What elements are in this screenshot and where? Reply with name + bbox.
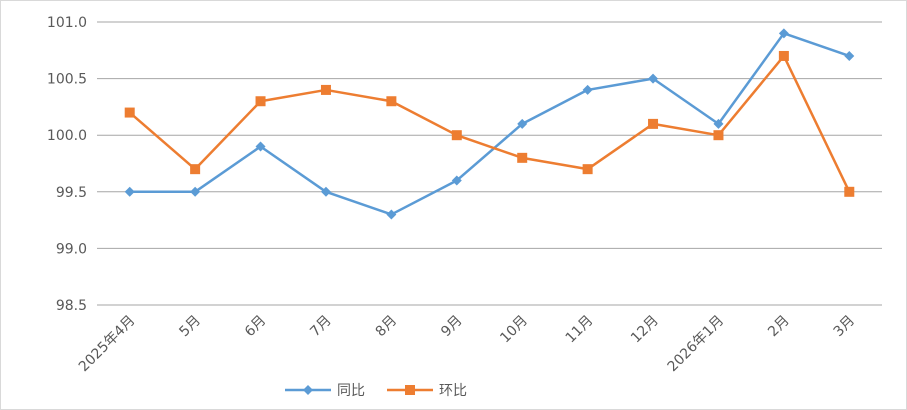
data-point xyxy=(648,73,659,84)
x-tick-label: 9月 xyxy=(438,313,466,341)
x-tick-label: 7月 xyxy=(307,313,335,341)
y-tick-label: 99.0 xyxy=(56,241,87,257)
data-point xyxy=(844,50,855,61)
x-tick-label: 2月 xyxy=(765,313,793,341)
x-tick-label: 12月 xyxy=(628,313,662,347)
x-tick-label: 11月 xyxy=(563,313,597,347)
data-point xyxy=(844,186,855,197)
legend: 同比 环比 xyxy=(285,383,467,399)
data-point xyxy=(451,130,462,141)
data-point xyxy=(190,186,201,197)
data-point xyxy=(320,186,331,197)
data-point xyxy=(124,186,135,197)
series-1 xyxy=(124,28,855,220)
data-point xyxy=(582,84,593,95)
legend-marker xyxy=(405,385,415,395)
data-point xyxy=(517,118,528,129)
data-point xyxy=(713,130,724,141)
x-tick-label: 10月 xyxy=(497,313,531,347)
data-point xyxy=(386,96,397,107)
data-point xyxy=(320,84,331,95)
grid-lines xyxy=(97,21,882,306)
legend-item: 环比 xyxy=(387,383,467,399)
data-point xyxy=(582,164,593,175)
x-tick-label: 2026年1月 xyxy=(665,313,728,376)
y-tick-label: 99.5 xyxy=(56,185,87,201)
legend-item: 同比 xyxy=(285,383,365,399)
legend-marker xyxy=(303,385,313,395)
x-tick-label: 3月 xyxy=(831,313,859,341)
data-point xyxy=(517,152,528,163)
data-point xyxy=(451,175,462,186)
y-axis-ticks: 98.5 99.0 99.5 100.0 100.5 101.0 xyxy=(47,15,87,314)
data-point xyxy=(778,50,789,61)
legend-label: 同比 xyxy=(337,383,365,399)
series-line xyxy=(128,54,851,193)
data-point xyxy=(778,28,789,39)
legend-label: 环比 xyxy=(439,383,467,399)
x-tick-label: 6月 xyxy=(242,313,270,341)
data-point xyxy=(255,96,266,107)
y-tick-label: 101.0 xyxy=(47,15,87,31)
y-tick-label: 98.5 xyxy=(56,298,87,314)
x-tick-label: 2025年4月 xyxy=(76,313,139,376)
data-point xyxy=(190,164,201,175)
data-point xyxy=(124,107,135,118)
series-line xyxy=(129,32,850,216)
x-axis-ticks: 2025年4月 5月 6月 7月 8月 9月 10月 11月 12月 2026年1月 2月 3月 xyxy=(76,313,858,376)
series-layer xyxy=(124,28,855,220)
data-point xyxy=(255,141,266,152)
x-tick-label: 8月 xyxy=(373,313,401,341)
x-tick-label: 5月 xyxy=(176,313,204,341)
y-tick-label: 100.0 xyxy=(47,128,87,144)
data-point xyxy=(648,118,659,129)
y-tick-label: 100.5 xyxy=(47,72,87,88)
data-point xyxy=(386,209,397,220)
data-point xyxy=(713,118,724,129)
series-2 xyxy=(124,50,855,197)
